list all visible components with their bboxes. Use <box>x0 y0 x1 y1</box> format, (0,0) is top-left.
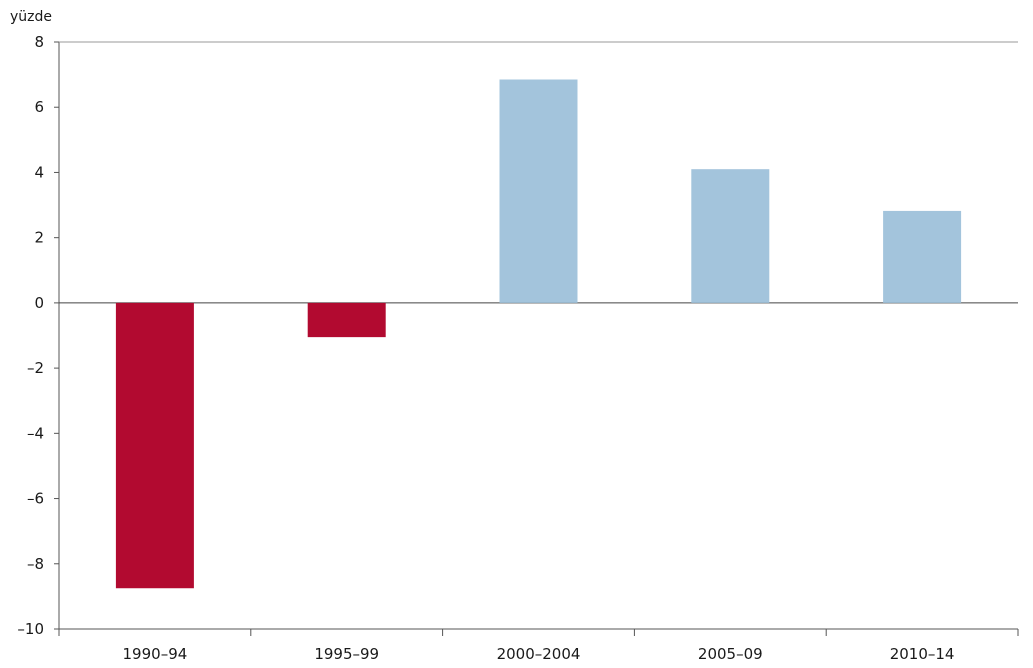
bars <box>115 79 962 589</box>
x-tick-label: 2005–09 <box>698 645 763 663</box>
y-tick-label: 2 <box>34 229 44 247</box>
x-tick-label: 1990–94 <box>123 645 188 663</box>
bar-4 <box>883 210 962 303</box>
y-tick-label: 0 <box>34 294 44 312</box>
bar-3 <box>691 169 770 303</box>
bar-1 <box>307 302 386 338</box>
x-axis: 1990–94 1995–99 2000–2004 2005–09 2010–14 <box>58 629 1019 663</box>
y-tick-label: –2 <box>27 359 44 377</box>
y-tick-label: –6 <box>27 490 44 508</box>
y-axis: 8 6 4 2 0 –2 –4 –6 –8 –10 <box>17 33 59 638</box>
bar-0 <box>115 302 194 589</box>
y-tick-label: 8 <box>34 33 44 51</box>
y-tick-label: –10 <box>17 620 44 638</box>
y-tick-label: 6 <box>34 98 44 116</box>
y-axis-unit-label: yüzde <box>10 9 52 25</box>
y-tick-label: –8 <box>27 555 44 573</box>
y-tick-label: –4 <box>27 424 44 442</box>
x-tick-label: 2010–14 <box>890 645 955 663</box>
y-tick-label: 4 <box>34 163 44 181</box>
bar-2 <box>499 79 578 303</box>
x-tick-label: 2000–2004 <box>497 645 581 663</box>
x-tick-label: 1995–99 <box>314 645 379 663</box>
